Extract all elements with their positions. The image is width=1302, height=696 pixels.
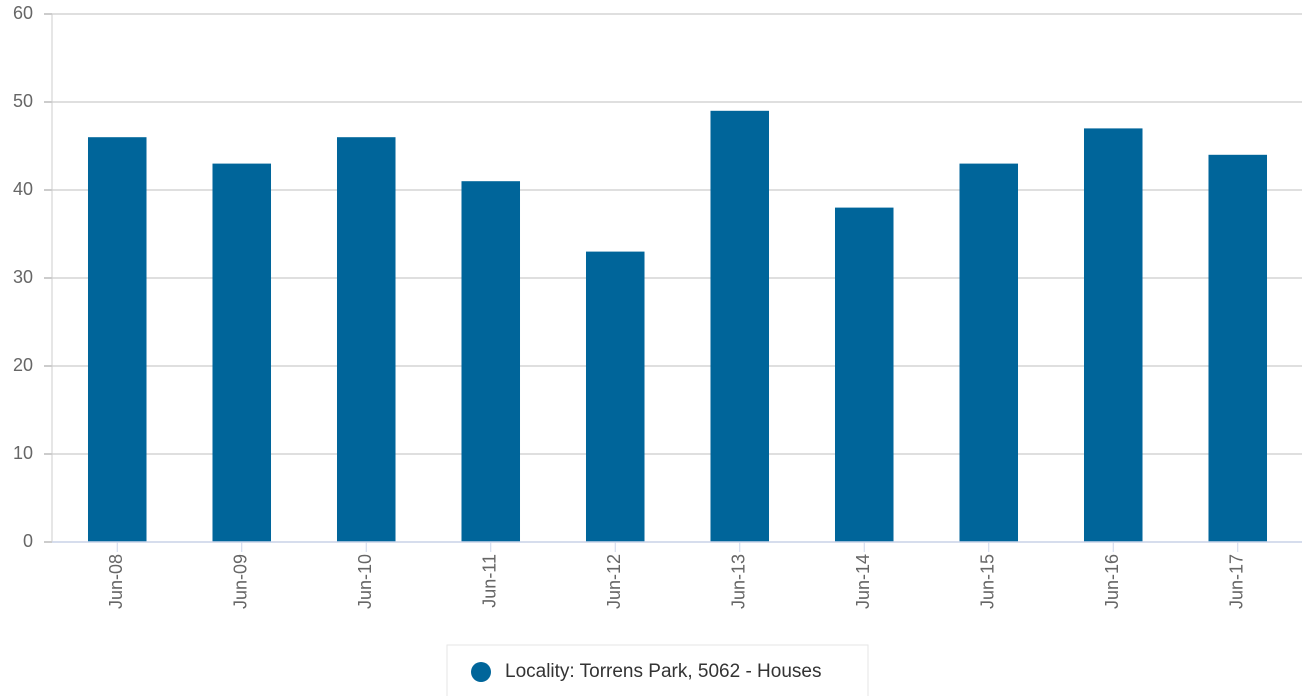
bar — [834, 207, 894, 542]
y-tick-label: 20 — [13, 355, 33, 375]
x-tick-label: Jun-08 — [106, 554, 126, 609]
y-tick-label: 0 — [23, 531, 33, 551]
bar — [336, 137, 396, 542]
x-tick-label: Jun-14 — [853, 554, 873, 609]
y-tick-label: 30 — [13, 267, 33, 287]
bar — [710, 110, 770, 543]
bar — [585, 251, 645, 542]
legend-marker — [471, 662, 491, 682]
bar — [1208, 154, 1268, 543]
x-tick-label: Jun-16 — [1102, 554, 1122, 609]
x-tick-label: Jun-09 — [231, 554, 251, 609]
y-tick-label: 60 — [13, 3, 33, 23]
x-tick-label: Jun-17 — [1227, 554, 1247, 609]
legend-box — [446, 644, 869, 696]
x-tick-label: Jun-10 — [355, 554, 375, 609]
x-tick-label: Jun-12 — [604, 554, 624, 609]
y-tick-label: 50 — [13, 91, 33, 111]
x-tick-label: Jun-11 — [480, 554, 500, 608]
x-tick-label: Jun-15 — [978, 554, 998, 609]
bar — [87, 137, 147, 542]
y-tick-label: 10 — [13, 443, 33, 463]
bar — [212, 163, 272, 542]
x-tick-label: Jun-13 — [729, 554, 749, 609]
legend-label: Locality: Torrens Park, 5062 - Houses — [505, 661, 821, 682]
bar — [1083, 128, 1143, 542]
y-tick-label: 40 — [13, 179, 33, 199]
bar — [461, 181, 521, 542]
bar — [959, 163, 1019, 542]
